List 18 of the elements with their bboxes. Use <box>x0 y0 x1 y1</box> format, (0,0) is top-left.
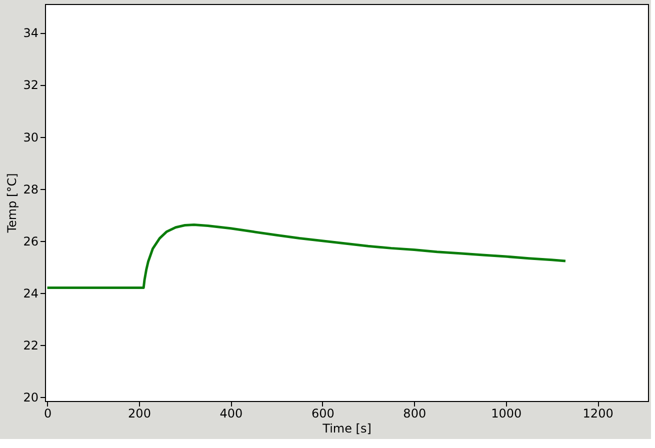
y-tick-label: 20 <box>23 390 38 405</box>
y-tick-label: 24 <box>23 286 38 300</box>
line-series <box>46 224 567 290</box>
y-tick-label: 32 <box>23 78 38 92</box>
y-tick-label: 26 <box>23 234 38 248</box>
x-tick-label: 1000 <box>491 406 522 420</box>
y-tick-label: 34 <box>23 26 38 40</box>
y-tick-label: 22 <box>23 338 38 353</box>
y-tick-label: 28 <box>23 182 38 196</box>
x-tick-label: 600 <box>311 406 334 420</box>
y-tick-label: 30 <box>23 130 38 144</box>
x-tick-label: 200 <box>128 406 151 420</box>
y-axis-title: Temp [°C] <box>5 173 20 234</box>
x-axis-title: Time [s] <box>322 422 372 436</box>
x-tick-label: 1200 <box>582 406 614 420</box>
x-tick-label: 800 <box>403 406 426 420</box>
x-tick-label: 0 <box>44 406 52 420</box>
x-tick-label: 400 <box>220 406 243 420</box>
